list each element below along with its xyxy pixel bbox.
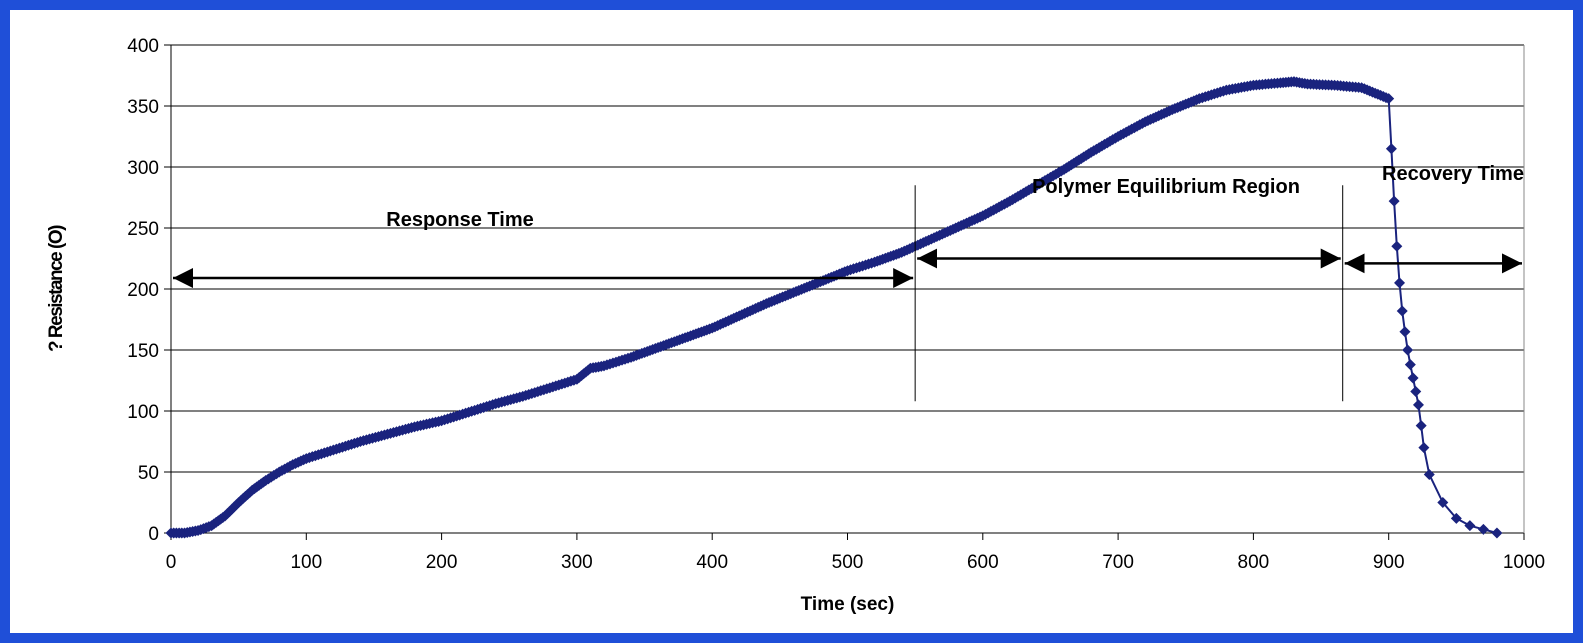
data-point bbox=[1391, 240, 1403, 252]
data-point bbox=[1404, 359, 1416, 371]
y-tick-label: 200 bbox=[127, 280, 159, 301]
x-tick-label: 900 bbox=[1373, 552, 1405, 573]
x-axis-title: Time (sec) bbox=[801, 594, 895, 615]
y-tick-label: 250 bbox=[127, 219, 159, 240]
data-point bbox=[1477, 523, 1489, 535]
series-line bbox=[171, 80, 1498, 534]
y-axis-title: ? Resistance (O) bbox=[46, 225, 67, 352]
data-point bbox=[1464, 520, 1476, 532]
data-point bbox=[1410, 385, 1422, 397]
x-tick-label: 700 bbox=[1102, 552, 1134, 573]
tick-labels: 0 50 100 150 200 250 300 350 400 0 100 200 300 400 500… bbox=[127, 36, 1545, 573]
data-point bbox=[1385, 143, 1397, 155]
y-tick-label: 0 bbox=[148, 524, 159, 545]
x-tick-label: 500 bbox=[832, 552, 864, 573]
data-point bbox=[1396, 305, 1408, 317]
y-tick-label: 300 bbox=[127, 158, 159, 179]
x-tick-label: 600 bbox=[967, 552, 999, 573]
y-tick-label: 400 bbox=[127, 36, 159, 57]
data-point bbox=[1383, 93, 1395, 105]
data-point bbox=[1412, 399, 1424, 411]
y-tick-label: 100 bbox=[127, 402, 159, 423]
y-tick-label: 150 bbox=[127, 341, 159, 362]
data-point bbox=[1415, 420, 1427, 432]
data-point bbox=[1388, 195, 1400, 207]
annotation-label-1: Response Time bbox=[386, 209, 533, 231]
gridlines bbox=[171, 44, 1524, 473]
x-tick-label: 300 bbox=[561, 552, 593, 573]
data-point bbox=[1394, 277, 1406, 289]
data-point bbox=[1450, 512, 1462, 524]
x-tick-label: 1000 bbox=[1503, 552, 1545, 573]
data-point bbox=[1423, 468, 1435, 480]
annotation-label-2: Polymer Equilibrium Region bbox=[1032, 176, 1300, 198]
data-point bbox=[1407, 372, 1419, 384]
annotations: Response Time Polymer Equilibrium Region R… bbox=[173, 163, 1524, 402]
chart-frame: 0 50 100 150 200 250 300 350 400 0 100 200 300 400 500… bbox=[10, 10, 1573, 633]
data-point bbox=[1399, 326, 1411, 338]
y-tick-label: 50 bbox=[138, 463, 159, 484]
resistance-chart: 0 50 100 150 200 250 300 350 400 0 100 200 300 400 500… bbox=[46, 36, 1545, 615]
axes bbox=[164, 44, 1525, 540]
x-tick-label: 800 bbox=[1238, 552, 1270, 573]
y-tick-label: 350 bbox=[127, 97, 159, 118]
data-point bbox=[1402, 344, 1414, 356]
x-tick-label: 200 bbox=[426, 552, 458, 573]
data-series bbox=[165, 76, 1503, 539]
data-point bbox=[1418, 442, 1430, 454]
data-point bbox=[1491, 527, 1503, 539]
x-tick-label: 0 bbox=[166, 552, 177, 573]
annotation-label-3: Recovery Time bbox=[1382, 163, 1524, 185]
data-point bbox=[1437, 497, 1449, 508]
x-tick-label: 100 bbox=[290, 552, 322, 573]
x-tick-label: 400 bbox=[696, 552, 728, 573]
